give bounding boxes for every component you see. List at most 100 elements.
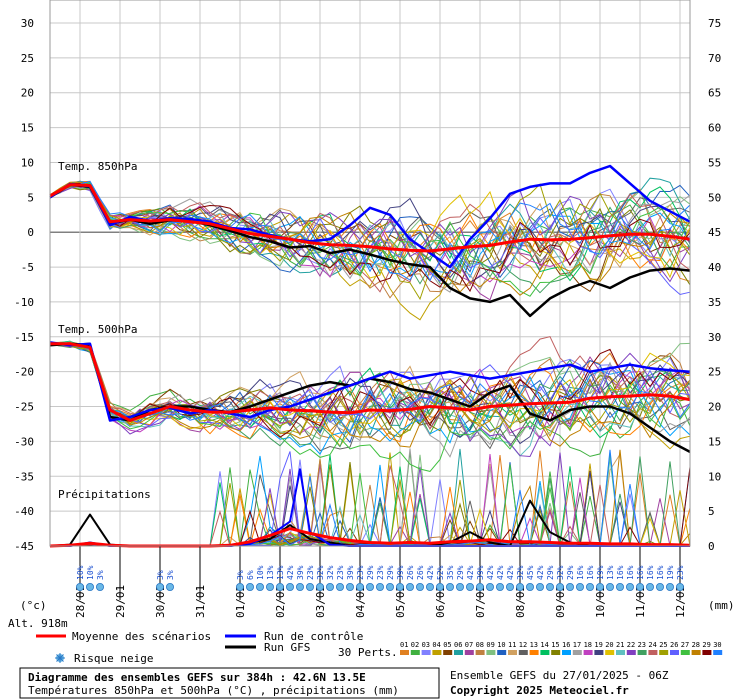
pert-number: 16	[562, 641, 570, 649]
snowflake-icon	[616, 583, 625, 592]
right-tick-label: 25	[708, 366, 721, 379]
pert-color-swatch	[637, 650, 647, 655]
snow-risk-marker: 16%	[646, 565, 655, 592]
pert-color-swatch	[551, 650, 561, 655]
pert-color-swatch	[518, 650, 528, 655]
pert-number: 20	[605, 641, 613, 649]
snow-risk-marker: 26%	[405, 565, 415, 592]
snowflake-icon	[415, 583, 424, 592]
section-label-precip: Précipitations	[58, 488, 151, 501]
pert-color-swatch	[702, 650, 712, 655]
pert-number: 17	[573, 641, 581, 649]
control-precip-line	[50, 468, 690, 547]
right-tick-label: 5	[708, 505, 715, 518]
date-tick-label: 29/01	[114, 585, 127, 618]
snow-risk-pct: 23%	[306, 565, 315, 580]
snowflake-icon	[596, 583, 605, 592]
date-tick-label: 07/02	[474, 585, 487, 618]
mean-500-line	[50, 342, 691, 422]
snowflake-icon	[556, 583, 565, 592]
snow-risk-marker: 35%	[445, 565, 455, 592]
perturbation-850	[49, 184, 691, 284]
pert-number: 09	[486, 641, 494, 649]
snowflake-icon	[335, 583, 344, 592]
snow-risk-pct: 35%	[446, 565, 455, 580]
snow-risk-marker: 32%	[325, 565, 335, 592]
pert-number: 07	[465, 641, 473, 649]
snow-risk-marker: 10%	[86, 565, 95, 592]
pert-number: 05	[443, 641, 451, 649]
perturbation-500	[49, 343, 691, 458]
section-label-t500: Temp. 500hPa	[58, 323, 137, 336]
snowflake-icon	[265, 583, 274, 592]
date-tick-label: 09/02	[554, 585, 567, 618]
pert-color-swatch	[443, 650, 453, 655]
date-tick-label: 31/01	[194, 585, 207, 618]
pert-color-swatch	[616, 650, 625, 655]
snow-risk-pct: 32%	[556, 565, 565, 580]
date-tick-label: 28/01	[74, 585, 87, 618]
snow-risk-marker: 42%	[505, 565, 515, 592]
snow-risk-pct: 16%	[576, 565, 585, 580]
legend-perturbations: 01 02 03 04 05 06 07 08 09 10 11 12 13 14 15 16 17 18 19 20…	[400, 641, 723, 655]
snowflake-icon	[485, 583, 494, 592]
snow-risk-marker: 16%	[576, 565, 585, 592]
plot-frame	[49, 0, 691, 547]
left-tick-label: -35	[14, 470, 34, 483]
snow-risk-pct: 39%	[396, 565, 405, 580]
snowflake-icon	[536, 583, 545, 592]
pert-color-swatch	[691, 650, 701, 655]
right-tick-label: 55	[708, 156, 721, 169]
pert-color-swatch	[594, 650, 604, 655]
pert-number: 22	[627, 641, 635, 649]
pert-color-swatch	[648, 650, 658, 655]
snow-risk-pct: 3%	[236, 570, 245, 580]
legend: Moyenne des scénarios Run de contrôle Ru…	[36, 630, 723, 665]
pert-color-swatch	[562, 650, 571, 655]
snowflake-icon	[425, 583, 434, 592]
snowflake-icon	[285, 583, 294, 592]
snow-risk-pct: 26%	[416, 565, 425, 580]
left-tick-label: 5	[27, 191, 34, 204]
snow-risk-marker: 6%	[245, 570, 255, 592]
pert-number: 24	[648, 641, 656, 649]
date-tick-label: 30/01	[154, 585, 167, 618]
footer-run-info: Ensemble GEFS du 27/01/2025 - 06Z	[450, 669, 669, 682]
chart-grid	[50, 0, 690, 547]
pert-color-swatch	[572, 650, 582, 655]
right-tick-label: 50	[708, 191, 721, 204]
snow-risk-pct: 42%	[286, 565, 295, 580]
snow-risk-marker: 3%	[155, 570, 165, 592]
snow-risk-marker: 29%	[546, 565, 555, 592]
snow-risk-marker: 42%	[285, 565, 295, 592]
pert-number: 12	[519, 641, 527, 649]
snow-risk-marker: 16%	[656, 565, 665, 592]
snowflake-icon	[295, 583, 304, 592]
pert-number: 26	[670, 641, 678, 649]
date-tick-label: 08/02	[514, 585, 527, 618]
snow-risk-pct: 23%	[356, 565, 365, 580]
left-tick-label: 15	[21, 122, 34, 135]
right-tick-label: 35	[708, 296, 721, 309]
pert-number: 13	[530, 641, 538, 649]
legend-control-label: Run de contrôle	[264, 630, 363, 643]
snowflake-icon	[455, 583, 464, 592]
pert-number: 28	[692, 641, 700, 649]
snow-risk-marker: 29%	[455, 565, 465, 592]
snowflake-icon	[155, 583, 164, 592]
snowflake-icon	[626, 583, 635, 592]
snow-risk-marker: 39%	[395, 565, 405, 592]
altitude-label: Alt. 918m	[8, 617, 68, 630]
snow-risk-pct: 13%	[276, 565, 285, 580]
date-tick-label: 10/02	[594, 585, 607, 618]
snow-risk-marker: 13%	[265, 565, 275, 592]
left-tick-label: -30	[14, 435, 34, 448]
right-tick-label: 0	[708, 540, 715, 553]
snow-risk-marker: 16%	[586, 565, 595, 592]
legend-gfs-label: Run GFS	[264, 641, 310, 654]
snow-risk-pct: 32%	[326, 565, 335, 580]
snow-risk-marker: 26%	[415, 565, 425, 592]
snow-risk-pct: 13%	[606, 565, 615, 580]
snowflake-icon	[96, 583, 105, 592]
perturbation-precip	[49, 471, 691, 548]
